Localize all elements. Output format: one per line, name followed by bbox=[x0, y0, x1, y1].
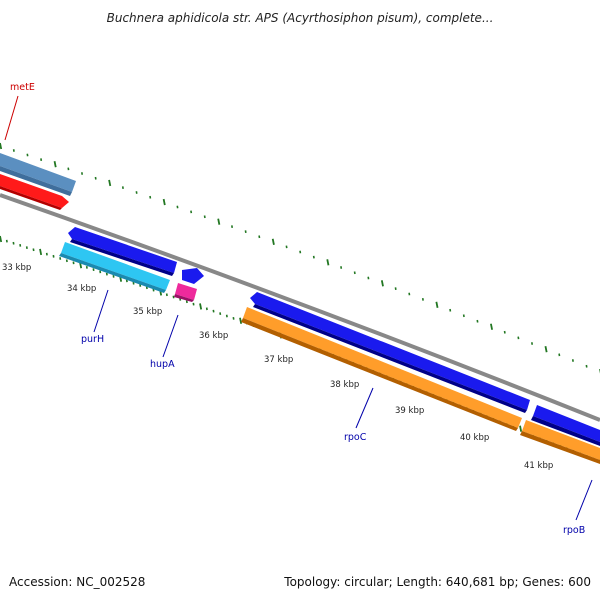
inner-tick bbox=[39, 248, 43, 256]
outer-tick bbox=[271, 238, 275, 245]
gene-rpob-bar bbox=[520, 420, 600, 464]
gene-label-mete: metE bbox=[10, 82, 35, 93]
inner-tick bbox=[239, 317, 243, 324]
feature-blue-arrow-1 bbox=[68, 227, 177, 276]
kbp-label-39: 39 kbp bbox=[395, 406, 424, 416]
feature-blue-arrow-3 bbox=[531, 405, 600, 446]
inner-tick-arc bbox=[0, 235, 600, 464]
kbp-label-37: 37 kbp bbox=[264, 355, 293, 365]
map-title: Buchnera aphidicola str. APS (Acyrthosip… bbox=[106, 11, 494, 25]
kbp-label-40: 40 kbp bbox=[460, 433, 489, 443]
outer-tick bbox=[326, 259, 330, 266]
genome-backbone bbox=[0, 193, 600, 422]
gene-rpoc-bar bbox=[241, 307, 522, 431]
inner-tick bbox=[199, 303, 203, 310]
outer-tick bbox=[435, 301, 439, 308]
gene-label-rpob: rpoB bbox=[563, 525, 585, 536]
topology-text: Topology: circular; Length: 640,681 bp; … bbox=[284, 575, 591, 589]
rpob-leader bbox=[575, 479, 593, 521]
accession-text: Accession: NC_002528 bbox=[9, 575, 146, 589]
kbp-label-38: 38 kbp bbox=[330, 380, 359, 390]
purh-leader bbox=[93, 289, 109, 333]
gene-label-purh: purH bbox=[81, 334, 104, 345]
feature-blue-arrow-2 bbox=[250, 292, 530, 413]
outer-tick bbox=[380, 280, 384, 287]
gene-label-hupa: hupA bbox=[150, 359, 175, 370]
gene-hupa-bar bbox=[174, 283, 197, 302]
inner-tick bbox=[519, 425, 523, 432]
kbp-label-36: 36 kbp bbox=[199, 331, 228, 341]
inner-tick bbox=[0, 235, 3, 243]
gene-purh-bar bbox=[59, 242, 170, 293]
outer-tick bbox=[544, 345, 548, 353]
outer-tick-arc bbox=[0, 142, 600, 374]
mete-leader bbox=[4, 95, 19, 141]
kbp-label-34: 34 kbp bbox=[67, 284, 96, 294]
outer-tick bbox=[162, 198, 166, 206]
kbp-label-35: 35 kbp bbox=[133, 307, 162, 317]
outer-tick bbox=[53, 161, 57, 168]
feature-steelblue bbox=[0, 153, 76, 196]
kbp-label-33: 33 kbp bbox=[2, 263, 31, 273]
gene-label-rpoc: rpoC bbox=[344, 432, 367, 443]
rpoc-leader bbox=[355, 387, 374, 429]
outer-tick bbox=[108, 179, 112, 187]
hupa-leader bbox=[162, 314, 179, 358]
outer-tick bbox=[490, 323, 493, 330]
outer-tick bbox=[0, 142, 3, 150]
feature-blue-arrow-small bbox=[182, 268, 204, 284]
outer-tick bbox=[217, 218, 221, 225]
kbp-label-41: 41 kbp bbox=[524, 461, 553, 471]
gene-mete-arrow bbox=[0, 174, 69, 210]
